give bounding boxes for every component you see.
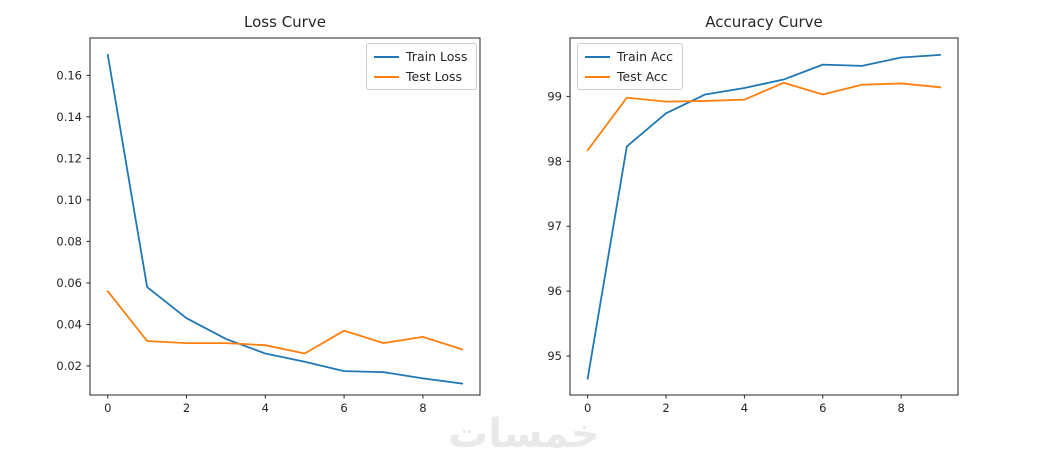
train-acc-line — [586, 53, 942, 380]
train-acc-line-swatch — [585, 55, 610, 58]
loss-chart-title: Loss Curve — [244, 13, 326, 31]
x-tick-label: 4 — [262, 401, 269, 415]
legend-entry-train-loss: Train Loss — [374, 49, 467, 64]
legend-entry-test-loss: Test Loss — [374, 69, 467, 84]
x-axis-ticks: 0 2 4 6 8 — [104, 395, 427, 415]
x-tick-label: 0 — [104, 401, 111, 415]
y-tick-label: 97 — [547, 219, 562, 233]
y-tick-label: 0.08 — [56, 234, 82, 248]
y-tick-label: 0.14 — [56, 110, 82, 124]
y-axis-ticks: 95 96 97 98 99 — [547, 89, 570, 363]
y-tick-label: 96 — [547, 284, 562, 298]
legend-entry-test-acc: Test Acc — [585, 69, 673, 84]
y-tick-label: 95 — [547, 349, 562, 363]
plot-spines — [569, 37, 959, 396]
y-tick-label: 0.12 — [56, 151, 82, 165]
test-loss-line — [106, 290, 464, 355]
y-axis-ticks: 0.02 0.04 0.06 0.08 0.10 0.12 0.14 0.16 — [56, 68, 90, 373]
loss-chart-legend: Train Loss Test Loss — [366, 43, 478, 90]
y-tick-label: 0.06 — [56, 276, 82, 290]
train-loss-line — [106, 53, 464, 385]
y-tick-label: 99 — [547, 89, 562, 103]
y-tick-label: 0.16 — [56, 68, 82, 82]
x-tick-label: 2 — [662, 401, 669, 415]
khamsat-watermark: خمسات — [448, 411, 600, 457]
accuracy-chart-legend: Train Acc Test Acc — [577, 43, 684, 90]
legend-label: Train Acc — [617, 49, 674, 64]
y-tick-label: 0.04 — [56, 317, 82, 331]
x-tick-label: 2 — [183, 401, 190, 415]
legend-label: Test Acc — [617, 69, 668, 84]
y-tick-label: 0.10 — [56, 193, 82, 207]
x-tick-label: 6 — [819, 401, 826, 415]
x-tick-label: 6 — [340, 401, 347, 415]
x-tick-label: 8 — [419, 401, 426, 415]
x-axis-ticks: 0 2 4 6 8 — [584, 395, 905, 415]
test-acc-line-swatch — [585, 75, 610, 78]
y-tick-label: 98 — [547, 154, 562, 168]
accuracy-chart-title: Accuracy Curve — [705, 13, 823, 31]
legend-entry-train-acc: Train Acc — [585, 49, 673, 64]
test-acc-line — [586, 81, 942, 152]
x-tick-label: 4 — [741, 401, 748, 415]
legend-label: Train Loss — [406, 49, 468, 64]
x-tick-label: 8 — [898, 401, 905, 415]
y-tick-label: 0.02 — [56, 359, 82, 373]
legend-label: Test Loss — [406, 69, 463, 84]
plot-spines — [89, 37, 481, 396]
train-loss-line-swatch — [374, 55, 399, 58]
x-tick-label: 0 — [584, 401, 591, 415]
test-loss-line-swatch — [374, 75, 399, 78]
